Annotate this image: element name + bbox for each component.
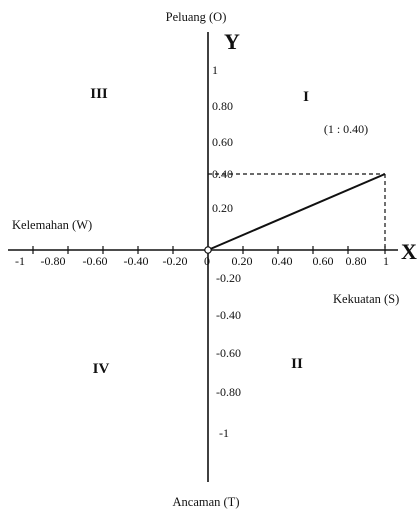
- x-tick-label: -0.20: [163, 254, 188, 268]
- x-tick-label: 0.20: [232, 254, 253, 268]
- point-label: (1 : 0.40): [324, 122, 368, 136]
- x-tick-label: -0.80: [41, 254, 66, 268]
- y-tick-label: 0.20: [212, 201, 233, 215]
- quadrant-label-iii: III: [90, 86, 108, 102]
- y-tick-label: 1: [212, 63, 218, 77]
- y-axis-letter: Y: [224, 29, 240, 54]
- x-tick-labels-positive: 0.20 0.40 0.60 0.80 1: [232, 254, 390, 268]
- y-tick-label: -1: [219, 426, 229, 440]
- x-tick-labels-negative: -1 -0.80 -0.60 -0.40 -0.20: [15, 254, 188, 268]
- x-axis-left-label: Kelemahan (W): [12, 218, 92, 232]
- y-tick-label: 0.60: [212, 135, 233, 149]
- x-axis-right-label: Kekuatan (S): [333, 292, 399, 306]
- x-tick-label: -0.40: [124, 254, 149, 268]
- quadrant-label-ii: II: [291, 356, 303, 372]
- y-axis-top-label: Peluang (O): [166, 10, 227, 24]
- origin-label: 0: [204, 254, 210, 268]
- y-tick-label: 0.40: [212, 167, 233, 181]
- y-tick-labels-negative: -0.20 -0.40 -0.60 -0.80 -1: [216, 271, 241, 440]
- quadrant-label-i: I: [303, 89, 309, 105]
- position-vector: [207, 173, 386, 251]
- y-tick-labels-positive: 1 0.80 0.60 0.40 0.20: [212, 63, 233, 215]
- y-tick-label: 0.80: [212, 99, 233, 113]
- y-axis-bottom-label: Ancaman (T): [173, 495, 240, 509]
- x-tick-label: -0.60: [83, 254, 108, 268]
- origin-marker: [204, 246, 212, 254]
- x-tick-label: 0.60: [313, 254, 334, 268]
- x-tick-label: 0.40: [272, 254, 293, 268]
- x-tick-label: 1: [383, 254, 389, 268]
- quadrant-label-iv: IV: [93, 361, 110, 377]
- y-tick-label: -0.60: [216, 346, 241, 360]
- x-tick-label: 0.80: [346, 254, 367, 268]
- y-tick-label: -0.40: [216, 308, 241, 322]
- y-tick-label: -0.20: [216, 271, 241, 285]
- x-axis-letter: X: [401, 239, 417, 264]
- x-tick-label: -1: [15, 254, 25, 268]
- y-tick-label: -0.80: [216, 385, 241, 399]
